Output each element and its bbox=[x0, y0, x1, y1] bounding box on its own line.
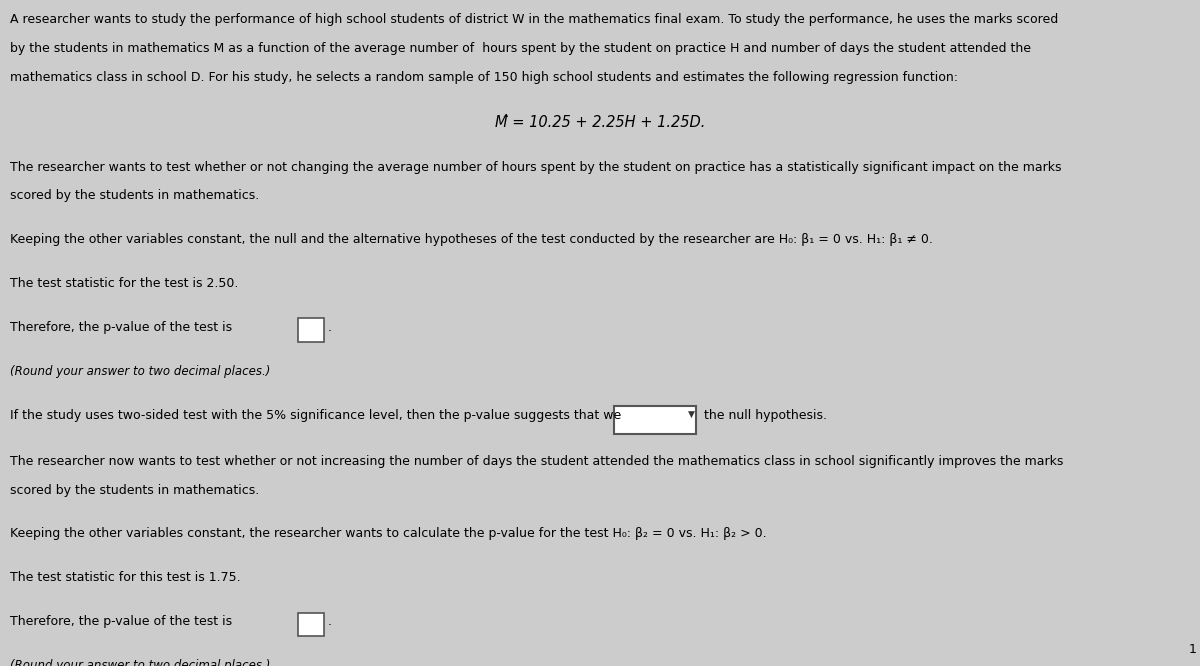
Text: M̂ = 10.25 + 2.25H + 1.25D.: M̂ = 10.25 + 2.25H + 1.25D. bbox=[494, 115, 706, 130]
Text: Keeping the other variables constant, the researcher wants to calculate the p-va: Keeping the other variables constant, th… bbox=[10, 527, 767, 541]
Text: Therefore, the p-value of the test is: Therefore, the p-value of the test is bbox=[10, 321, 235, 334]
Text: .: . bbox=[328, 321, 331, 334]
FancyBboxPatch shape bbox=[298, 613, 324, 636]
Text: mathematics class in school D. For his study, he selects a random sample of 150 : mathematics class in school D. For his s… bbox=[10, 71, 958, 84]
Text: Therefore, the p-value of the test is: Therefore, the p-value of the test is bbox=[10, 615, 235, 629]
FancyBboxPatch shape bbox=[614, 406, 696, 434]
Text: The test statistic for the test is 2.50.: The test statistic for the test is 2.50. bbox=[10, 277, 238, 290]
Text: If the study uses two-sided test with the 5% significance level, then the p-valu: If the study uses two-sided test with th… bbox=[10, 409, 629, 422]
Text: scored by the students in mathematics.: scored by the students in mathematics. bbox=[10, 189, 259, 202]
Text: (Round your answer to two decimal places.): (Round your answer to two decimal places… bbox=[10, 659, 270, 666]
Text: Keeping the other variables constant, the null and the alternative hypotheses of: Keeping the other variables constant, th… bbox=[10, 233, 932, 246]
Text: The test statistic for this test is 1.75.: The test statistic for this test is 1.75… bbox=[10, 571, 240, 585]
Text: .: . bbox=[328, 615, 331, 629]
Text: 1: 1 bbox=[1188, 643, 1196, 656]
Text: the null hypothesis.: the null hypothesis. bbox=[704, 409, 828, 422]
Text: A researcher wants to study the performance of high school students of district : A researcher wants to study the performa… bbox=[10, 13, 1058, 27]
FancyBboxPatch shape bbox=[298, 318, 324, 342]
Text: The researcher wants to test whether or not changing the average number of hours: The researcher wants to test whether or … bbox=[10, 161, 1061, 174]
Text: The researcher now wants to test whether or not increasing the number of days th: The researcher now wants to test whether… bbox=[10, 455, 1063, 468]
Text: ▼: ▼ bbox=[688, 410, 695, 419]
Text: scored by the students in mathematics.: scored by the students in mathematics. bbox=[10, 484, 259, 497]
Text: by the students in mathematics M as a function of the average number of  hours s: by the students in mathematics M as a fu… bbox=[10, 42, 1031, 55]
Text: (Round your answer to two decimal places.): (Round your answer to two decimal places… bbox=[10, 365, 270, 378]
